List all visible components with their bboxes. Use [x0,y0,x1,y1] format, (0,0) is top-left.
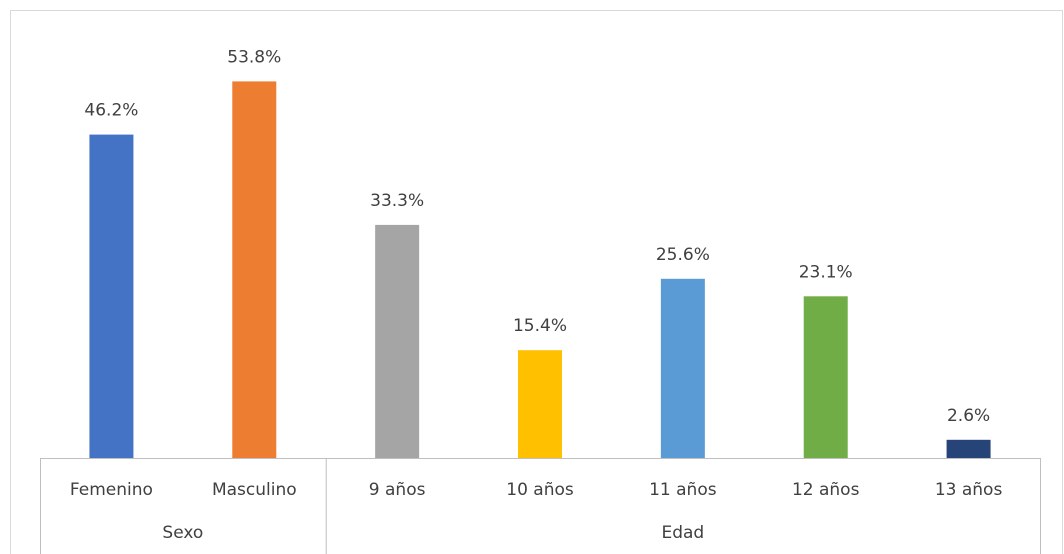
bar [89,134,134,458]
x-tick-label: Femenino [70,480,153,500]
group-label: Sexo [162,523,203,543]
data-label: 53.8% [227,47,281,67]
bar [375,224,420,458]
bar [803,296,848,458]
x-tick-label: 9 años [369,480,426,500]
bar [518,350,562,458]
x-tick-label: Masculino [212,480,297,500]
data-label: 25.6% [656,245,710,265]
data-label: 23.1% [799,262,853,282]
x-tick-label: 12 años [792,480,860,500]
data-label: 2.6% [947,406,990,426]
x-tick-label: 13 años [935,480,1003,500]
data-label: 46.2% [84,101,138,121]
x-tick-label: 10 años [506,480,574,500]
bar [232,81,277,459]
data-label: 33.3% [370,191,424,211]
bar [946,439,991,458]
group-label: Edad [661,523,704,543]
data-label: 15.4% [513,316,567,336]
bar [660,278,705,458]
x-tick-label: 11 años [649,480,717,500]
chart-border [10,10,1063,554]
